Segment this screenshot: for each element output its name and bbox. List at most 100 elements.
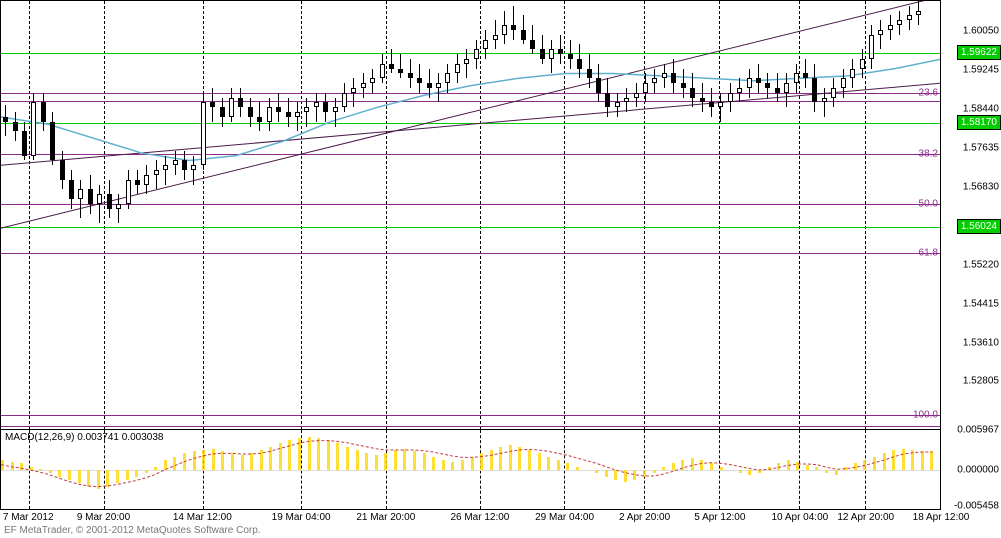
support-line xyxy=(1,123,940,124)
fib-line xyxy=(1,101,940,102)
macd-bar xyxy=(662,467,665,470)
macd-bar xyxy=(854,463,857,470)
macd-bar xyxy=(777,463,780,470)
macd-panel[interactable]: MACD(12,26,9) 0.003741 0.003038 xyxy=(0,430,941,510)
macd-bar xyxy=(490,450,493,470)
macd-bar xyxy=(58,470,61,477)
fib-line xyxy=(1,253,940,254)
macd-bar xyxy=(442,460,445,470)
macd-bar xyxy=(384,453,387,470)
macd-bar xyxy=(672,463,675,470)
macd-bar xyxy=(288,440,291,470)
macd-bar xyxy=(547,457,550,470)
fib-label: 100.0 xyxy=(913,409,938,420)
x-tick: 19 Mar 04:00 xyxy=(272,512,331,523)
macd-bar xyxy=(921,451,924,470)
macd-bar xyxy=(327,440,330,470)
macd-bar xyxy=(394,450,397,470)
macd-bar xyxy=(269,447,272,470)
macd-y-tick: 0.000000 xyxy=(957,465,999,476)
macd-bar xyxy=(643,470,646,477)
macd-bar xyxy=(451,462,454,470)
macd-bar xyxy=(1,460,4,470)
grid-line-v xyxy=(799,1,800,429)
y-tick: 1.57635 xyxy=(963,143,999,154)
macd-bar xyxy=(279,443,282,470)
support-line xyxy=(1,227,940,228)
macd-bar xyxy=(902,449,905,470)
macd-bar xyxy=(633,470,636,480)
grid-line-v xyxy=(386,1,387,429)
macd-bar xyxy=(126,470,129,480)
x-tick: 29 Mar 04:00 xyxy=(535,512,594,523)
macd-bar xyxy=(78,470,81,483)
support-line xyxy=(1,53,940,54)
macd-y-tick: 0.005967 xyxy=(957,425,999,436)
macd-bar xyxy=(346,447,349,470)
macd-bar xyxy=(375,455,378,470)
price-level-box: 1.58170 xyxy=(957,115,1001,130)
macd-bar xyxy=(528,450,531,470)
macd-bar xyxy=(863,460,866,470)
y-tick: 1.60050 xyxy=(963,26,999,37)
grid-line-v xyxy=(564,1,565,429)
macd-bar xyxy=(557,460,560,470)
macd-bar xyxy=(873,457,876,470)
x-tick: 14 Mar 12:00 xyxy=(173,512,232,523)
macd-bar xyxy=(336,443,339,470)
macd-bar xyxy=(250,453,253,470)
macd-bar xyxy=(106,470,109,487)
price-panel[interactable]: 23.638.250.061.8100.0 xyxy=(0,0,941,430)
macd-bar xyxy=(49,470,52,473)
macd-bar xyxy=(787,460,790,470)
macd-bar xyxy=(164,460,167,470)
macd-bar xyxy=(700,460,703,470)
macd-bar xyxy=(748,470,751,475)
macd-bar xyxy=(835,470,838,475)
macd-bar xyxy=(509,445,512,470)
grid-line-v xyxy=(719,1,720,429)
x-tick: 12 Apr 20:00 xyxy=(837,512,894,523)
macd-bar xyxy=(758,470,761,473)
y-tick: 1.59245 xyxy=(963,65,999,76)
macd-bar xyxy=(11,462,14,470)
fib-line xyxy=(1,93,940,94)
macd-bar xyxy=(624,470,627,482)
macd-bar xyxy=(183,453,186,470)
y-axis-price: 1.600501.592451.584401.576351.568301.560… xyxy=(941,0,1001,430)
macd-bar xyxy=(892,450,895,470)
y-tick: 1.55220 xyxy=(963,259,999,270)
macd-bar xyxy=(844,467,847,470)
x-tick: 10 Apr 04:00 xyxy=(771,512,828,523)
macd-bar xyxy=(461,460,464,470)
macd-bar xyxy=(30,467,33,470)
macd-bar xyxy=(576,467,579,470)
macd-bar xyxy=(432,457,435,470)
x-tick: 21 Mar 20:00 xyxy=(356,512,415,523)
fib-label: 50.0 xyxy=(919,198,938,209)
macd-bar xyxy=(173,457,176,470)
y-tick: 1.54415 xyxy=(963,298,999,309)
x-tick: 5 Apr 12:00 xyxy=(694,512,745,523)
grid-line-v xyxy=(29,1,30,429)
macd-bar xyxy=(930,451,933,470)
fib-line xyxy=(1,415,940,416)
macd-bar xyxy=(911,450,914,470)
macd-bar xyxy=(815,467,818,470)
y-tick: 1.53610 xyxy=(963,337,999,348)
x-tick: 26 Mar 12:00 xyxy=(450,512,509,523)
macd-bar xyxy=(221,451,224,470)
macd-bar xyxy=(605,470,608,477)
y-tick: 1.56830 xyxy=(963,181,999,192)
macd-bar xyxy=(116,470,119,483)
grid-line-v xyxy=(644,1,645,429)
macd-bar xyxy=(68,470,71,480)
fib-line xyxy=(1,154,940,155)
y-tick: 1.58440 xyxy=(963,104,999,115)
fib-line xyxy=(1,426,940,427)
macd-bar xyxy=(145,470,148,473)
x-tick: 18 Apr 12:00 xyxy=(913,512,970,523)
macd-bar xyxy=(365,453,368,470)
y-axis-macd: 0.0059670.000000-0.005458 xyxy=(941,430,1001,510)
price-level-box: 1.59622 xyxy=(957,45,1001,60)
